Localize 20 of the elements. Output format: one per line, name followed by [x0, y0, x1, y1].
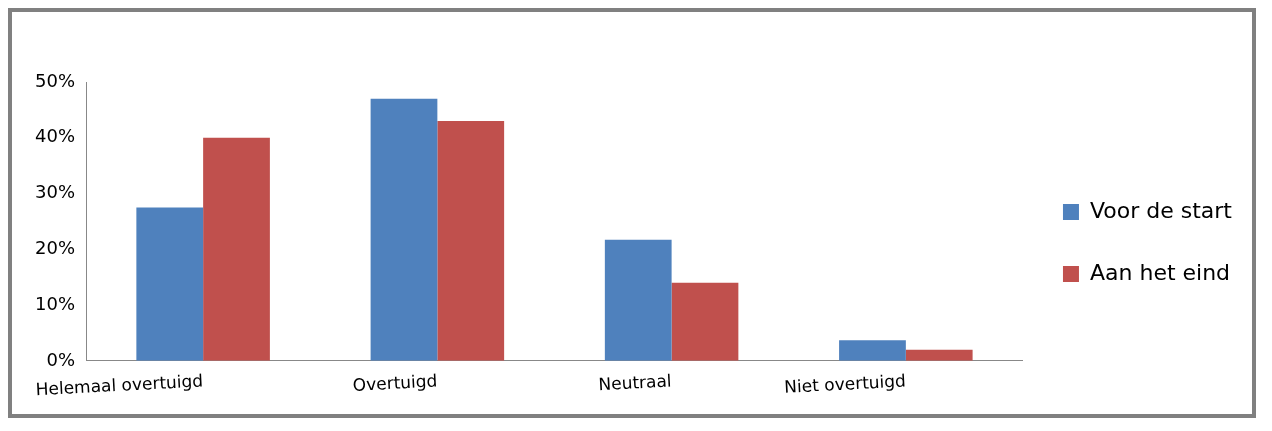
bar: [136, 207, 204, 361]
bar: [203, 137, 270, 361]
y-tick-label: 30%: [34, 181, 76, 203]
bar: [437, 121, 505, 361]
bar: [671, 282, 739, 361]
y-tick-label: 0%: [46, 348, 76, 370]
bar: [839, 340, 906, 361]
y-tick-label: 40%: [34, 125, 76, 147]
bar: [370, 98, 438, 361]
x-tick-label: Overtuigd: [352, 370, 438, 395]
x-tick-label: Neutraal: [597, 370, 673, 395]
legend-label: Aan het eind: [1089, 259, 1231, 285]
bar: [604, 239, 672, 361]
x-tick-label: Helemaal overtuigd: [35, 370, 204, 400]
y-tick-label: 50%: [34, 69, 76, 91]
y-tick-label: 20%: [34, 236, 76, 258]
legend-label: Voor de start: [1089, 197, 1233, 223]
y-tick-label: 10%: [34, 292, 76, 314]
bar: [905, 349, 973, 361]
x-tick-label: Niet overtuigd: [783, 370, 907, 397]
